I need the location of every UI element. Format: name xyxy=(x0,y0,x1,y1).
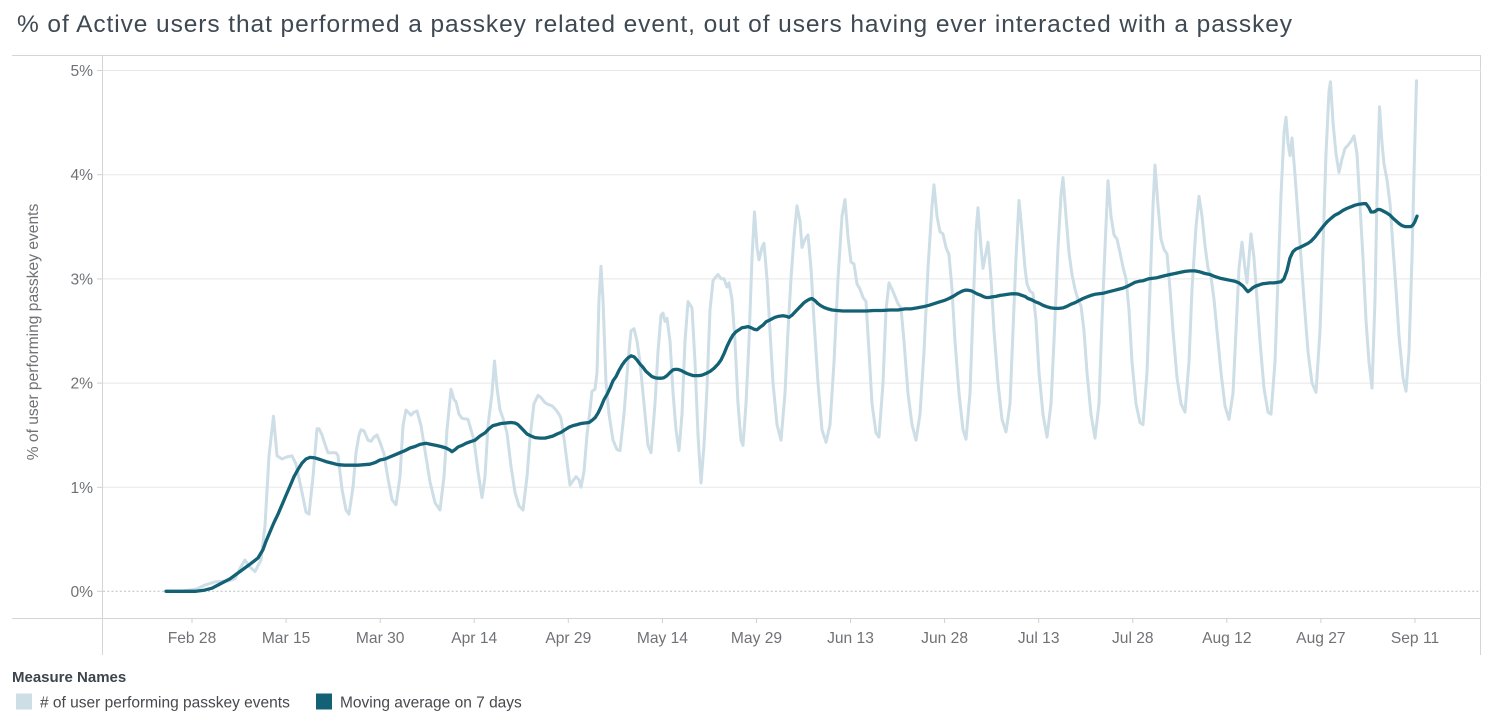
svg-text:# of user performing passkey e: # of user performing passkey events xyxy=(40,695,290,712)
svg-text:Aug 27: Aug 27 xyxy=(1296,630,1345,647)
svg-text:% of user performing passkey e: % of user performing passkey events xyxy=(25,204,42,461)
svg-text:Apr 14: Apr 14 xyxy=(451,630,497,647)
svg-text:Measure Names: Measure Names xyxy=(12,669,126,686)
svg-text:May 14: May 14 xyxy=(637,630,688,647)
svg-text:Apr 29: Apr 29 xyxy=(545,630,591,647)
svg-text:Jun 28: Jun 28 xyxy=(921,630,968,647)
svg-text:Moving average on 7 days: Moving average on 7 days xyxy=(340,695,522,712)
svg-text:Sep 11: Sep 11 xyxy=(1391,630,1439,647)
svg-text:Mar 15: Mar 15 xyxy=(262,630,311,647)
svg-text:Jul 28: Jul 28 xyxy=(1112,630,1154,647)
svg-text:1%: 1% xyxy=(70,480,93,497)
svg-text:% of Active users that perform: % of Active users that performed a passk… xyxy=(17,11,1293,38)
svg-text:Jun 13: Jun 13 xyxy=(827,630,874,647)
svg-text:Mar 30: Mar 30 xyxy=(356,630,405,647)
svg-text:5%: 5% xyxy=(70,63,93,80)
svg-text:2%: 2% xyxy=(70,376,93,393)
svg-text:Feb 28: Feb 28 xyxy=(168,630,217,647)
svg-text:May 29: May 29 xyxy=(731,630,782,647)
svg-text:Aug 12: Aug 12 xyxy=(1202,630,1251,647)
svg-text:3%: 3% xyxy=(70,271,93,288)
svg-text:0%: 0% xyxy=(70,584,93,601)
svg-text:4%: 4% xyxy=(70,167,93,184)
svg-text:Jul 13: Jul 13 xyxy=(1018,630,1060,647)
